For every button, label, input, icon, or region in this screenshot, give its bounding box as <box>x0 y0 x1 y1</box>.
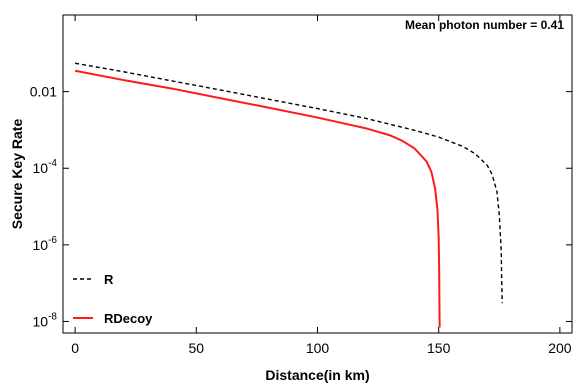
plot-frame <box>62 14 573 334</box>
legend-label-rdecoy: RDecoy <box>104 311 153 326</box>
x-tick-label: 50 <box>189 340 205 356</box>
x-tick-label: 100 <box>306 340 330 356</box>
y-tick-label: 10-6 <box>33 235 58 253</box>
series-layer <box>74 62 503 328</box>
series-line-r <box>74 62 503 304</box>
y-axis-title: Secure Key Rate <box>9 119 25 230</box>
x-tick-label: 150 <box>427 340 451 356</box>
plot-area <box>62 14 573 334</box>
y-tick-label: 10-4 <box>33 158 58 176</box>
chart-annotation: Mean photon number = 0.41 <box>405 18 564 32</box>
ticks-layer: 0 50 100 150 200 0.01 10-4 10-6 10-8 <box>30 15 572 356</box>
legend-label-r: R <box>104 272 114 287</box>
x-tick-label: 0 <box>71 340 79 356</box>
legend: R RDecoy <box>73 272 153 326</box>
series-line-rdecoy <box>74 69 441 328</box>
x-tick-label: 200 <box>548 340 572 356</box>
y-tick-label: 10-8 <box>33 311 58 329</box>
y-tick-label: 0.01 <box>30 84 57 100</box>
x-axis-title: Distance(in km) <box>265 367 369 383</box>
